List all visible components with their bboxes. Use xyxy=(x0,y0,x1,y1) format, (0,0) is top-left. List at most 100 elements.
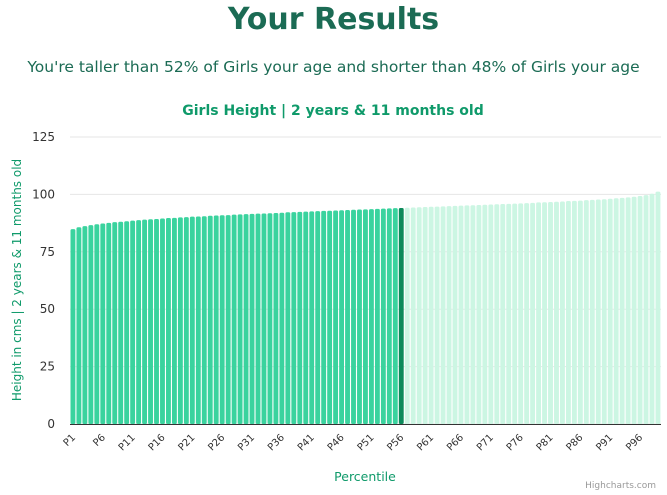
bar-p79[interactable] xyxy=(536,202,542,424)
bar-p1[interactable] xyxy=(70,229,76,424)
bar-p25[interactable] xyxy=(213,215,219,424)
bar-p24[interactable] xyxy=(207,215,213,424)
bar-p27[interactable] xyxy=(225,215,231,424)
bar-p18[interactable] xyxy=(171,217,177,424)
bar-p20[interactable] xyxy=(183,217,189,424)
bar-p97[interactable] xyxy=(643,195,649,424)
bar-p63[interactable] xyxy=(440,206,446,424)
bar-p70[interactable] xyxy=(482,204,488,424)
bar-p52[interactable] xyxy=(374,208,380,424)
bar-p33[interactable] xyxy=(261,213,267,424)
bar-p89[interactable] xyxy=(595,199,601,424)
bar-p66[interactable] xyxy=(458,205,464,424)
bar-p23[interactable] xyxy=(201,216,207,424)
bar-p92[interactable] xyxy=(613,198,619,424)
bar-p78[interactable] xyxy=(530,202,536,424)
bar-p81[interactable] xyxy=(548,201,553,424)
bar-p40[interactable] xyxy=(303,211,309,424)
bar-p69[interactable] xyxy=(476,204,482,424)
bar-p56[interactable] xyxy=(398,207,404,424)
bar-p64[interactable] xyxy=(446,206,452,424)
bar-p13[interactable] xyxy=(142,219,148,424)
bar-p14[interactable] xyxy=(148,219,153,424)
bar-p80[interactable] xyxy=(542,202,547,424)
bar-p75[interactable] xyxy=(512,203,518,424)
bar-p29[interactable] xyxy=(237,214,243,424)
bar-p67[interactable] xyxy=(464,205,470,424)
bar-p74[interactable] xyxy=(506,203,512,424)
bar-p38[interactable] xyxy=(291,212,297,424)
bar-p44[interactable] xyxy=(327,210,333,424)
bar-p28[interactable] xyxy=(231,214,237,424)
bar-p55[interactable] xyxy=(392,208,398,424)
bar-p2[interactable] xyxy=(76,227,82,424)
bar-p31[interactable] xyxy=(249,213,255,424)
bar-p42[interactable] xyxy=(315,211,321,424)
bar-p48[interactable] xyxy=(351,209,356,424)
bar-p47[interactable] xyxy=(345,210,350,424)
bar-p41[interactable] xyxy=(309,211,315,424)
bar-p46[interactable] xyxy=(339,210,345,424)
bar-p3[interactable] xyxy=(82,226,88,424)
bar-p84[interactable] xyxy=(565,201,571,424)
bar-p58[interactable] xyxy=(410,207,416,424)
bar-p50[interactable] xyxy=(363,209,368,424)
bar-p22[interactable] xyxy=(195,216,201,424)
bar-p57[interactable] xyxy=(404,207,410,424)
bar-p99[interactable] xyxy=(655,191,661,424)
bar-p39[interactable] xyxy=(297,211,303,424)
bar-p19[interactable] xyxy=(177,217,183,424)
bar-p87[interactable] xyxy=(583,200,589,424)
bar-p26[interactable] xyxy=(219,215,225,424)
bar-p93[interactable] xyxy=(619,197,625,424)
bar-p88[interactable] xyxy=(589,199,595,424)
bar-p45[interactable] xyxy=(333,210,339,424)
bar-p72[interactable] xyxy=(494,204,500,424)
bar-p68[interactable] xyxy=(470,205,476,424)
bar-p77[interactable] xyxy=(524,203,530,424)
bar-p73[interactable] xyxy=(500,204,506,424)
bar-p76[interactable] xyxy=(518,203,524,424)
bar-p82[interactable] xyxy=(554,201,559,424)
bar-p30[interactable] xyxy=(243,214,249,424)
bar-p9[interactable] xyxy=(118,221,124,424)
bar-p65[interactable] xyxy=(452,205,458,424)
bar-p59[interactable] xyxy=(416,207,422,424)
bar-p95[interactable] xyxy=(631,196,637,424)
bar-p5[interactable] xyxy=(94,224,100,424)
bar-p4[interactable] xyxy=(88,225,94,424)
bar-p51[interactable] xyxy=(368,209,374,424)
bar-p36[interactable] xyxy=(279,212,285,424)
bar-p53[interactable] xyxy=(380,208,386,424)
bar-p21[interactable] xyxy=(189,216,195,424)
bar-p90[interactable] xyxy=(601,199,607,424)
bar-p34[interactable] xyxy=(267,213,273,424)
bar-p60[interactable] xyxy=(422,207,428,424)
bar-p7[interactable] xyxy=(106,222,112,424)
bar-p6[interactable] xyxy=(100,223,106,424)
bar-p10[interactable] xyxy=(124,221,130,424)
bar-p8[interactable] xyxy=(112,222,118,424)
bar-p62[interactable] xyxy=(434,206,440,424)
bar-p32[interactable] xyxy=(255,213,261,424)
bar-p37[interactable] xyxy=(285,212,291,424)
bar-p49[interactable] xyxy=(357,209,362,424)
bar-p85[interactable] xyxy=(571,200,577,424)
credits-link[interactable]: Highcharts.com xyxy=(585,481,656,491)
bar-p86[interactable] xyxy=(577,200,583,424)
bar-p71[interactable] xyxy=(488,204,494,424)
bar-p94[interactable] xyxy=(625,197,631,424)
bar-p54[interactable] xyxy=(386,208,392,424)
bar-p98[interactable] xyxy=(649,193,655,424)
bar-p35[interactable] xyxy=(273,212,279,424)
bar-p91[interactable] xyxy=(607,198,613,424)
bar-p12[interactable] xyxy=(136,220,142,424)
bar-p11[interactable] xyxy=(130,220,136,424)
bar-p15[interactable] xyxy=(154,218,159,424)
bar-p43[interactable] xyxy=(321,210,327,424)
bar-p83[interactable] xyxy=(560,201,565,424)
bar-p16[interactable] xyxy=(160,218,165,424)
bar-p61[interactable] xyxy=(428,206,434,424)
bar-p17[interactable] xyxy=(166,218,171,424)
bar-p96[interactable] xyxy=(637,196,643,424)
